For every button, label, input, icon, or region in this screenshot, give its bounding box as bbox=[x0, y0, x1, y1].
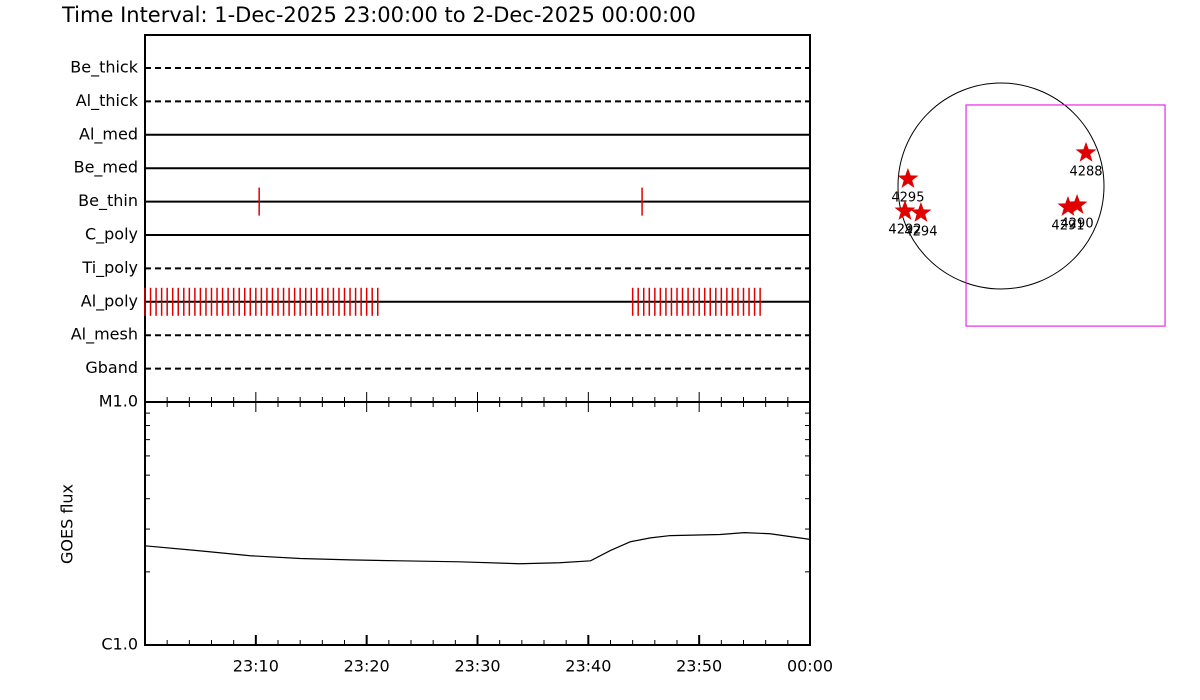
filter-label: C_poly bbox=[85, 225, 138, 245]
x-tick-label: 23:20 bbox=[344, 657, 390, 676]
timeline-frame bbox=[144, 34, 811, 403]
region-star bbox=[897, 168, 919, 188]
y-axis-label: GOES flux bbox=[58, 484, 77, 564]
chart-title: Time Interval: 1-Dec-2025 23:00:00 to 2-… bbox=[61, 3, 696, 27]
x-tick-label: 00:00 bbox=[787, 657, 833, 676]
filter-label: Al_mesh bbox=[71, 325, 138, 345]
filter-label: Be_med bbox=[74, 158, 138, 178]
x-tick-label: 23:50 bbox=[676, 657, 722, 676]
filter-label: Al_poly bbox=[81, 291, 138, 311]
region-label: 4292 bbox=[888, 223, 921, 238]
filter-label: Be_thick bbox=[70, 58, 138, 78]
region-star bbox=[894, 200, 916, 220]
y-tick-label: M1.0 bbox=[99, 392, 138, 411]
solar-disk bbox=[897, 82, 1105, 290]
filter-label: Al_med bbox=[79, 124, 138, 144]
x-tick-label: 23:30 bbox=[454, 657, 500, 676]
region-label: 4291 bbox=[1051, 219, 1084, 234]
region-label: 4290 bbox=[1061, 217, 1094, 232]
field-of-view bbox=[965, 104, 1166, 327]
goes-frame bbox=[144, 401, 811, 646]
filter-label: Al_thick bbox=[76, 91, 139, 111]
goes-curve bbox=[144, 532, 811, 565]
region-star bbox=[1075, 141, 1097, 162]
filter-label: Gband bbox=[85, 358, 138, 377]
region-label: 4288 bbox=[1069, 164, 1102, 179]
region-label: 4295 bbox=[891, 191, 924, 206]
x-tick-label: 23:40 bbox=[565, 657, 611, 676]
region-star bbox=[1057, 196, 1079, 216]
y-tick-label: C1.0 bbox=[101, 635, 138, 654]
filter-label: Ti_poly bbox=[81, 258, 138, 278]
x-tick-label: 23:10 bbox=[233, 657, 279, 676]
filter-label: Be_thin bbox=[78, 191, 138, 211]
region-star bbox=[910, 202, 932, 222]
region-label: 4294 bbox=[904, 225, 937, 240]
region-star bbox=[1066, 194, 1088, 214]
